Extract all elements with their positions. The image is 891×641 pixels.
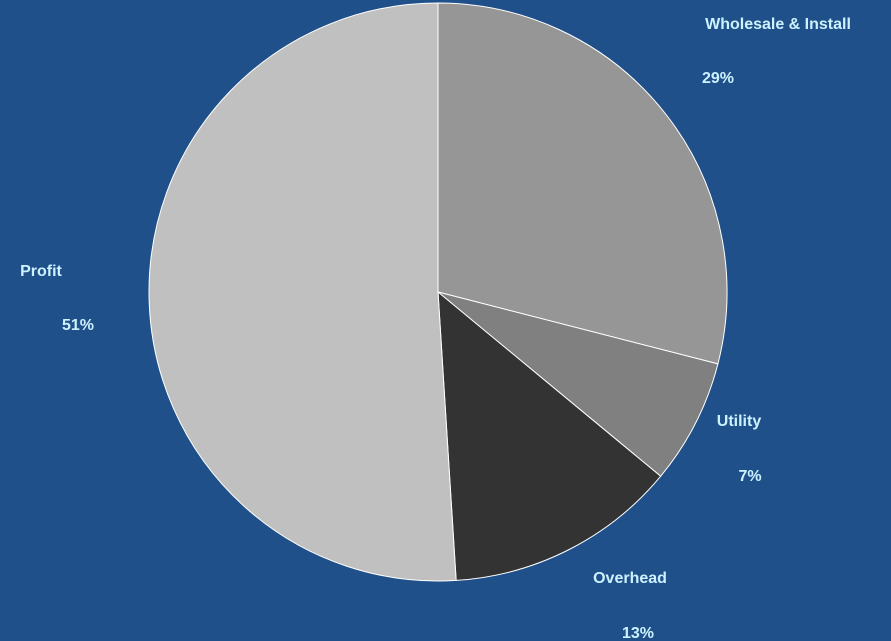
slice-value-overhead: 13% <box>622 625 654 641</box>
slice-overhead <box>437 290 662 581</box>
slice-label-utility: Utility <box>717 413 762 430</box>
slice-value-utility: 7% <box>738 468 761 485</box>
slice-label-profit: Profit <box>20 263 62 280</box>
slice-utility <box>437 291 719 477</box>
pie-labels: Wholesale & Install 29% Utility 7% Overhead 1… <box>20 16 851 641</box>
slice-value-wholesale-and-install: 29% <box>702 70 734 87</box>
pie-slices <box>148 2 728 582</box>
slice-label-wholesale-and-install: Wholesale & Install <box>705 16 851 33</box>
slice-profit <box>148 2 457 582</box>
slice-label-overhead: Overhead <box>593 570 667 587</box>
slice-value-profit: 51% <box>62 317 94 334</box>
slice-wholesale-and-install <box>437 2 728 365</box>
